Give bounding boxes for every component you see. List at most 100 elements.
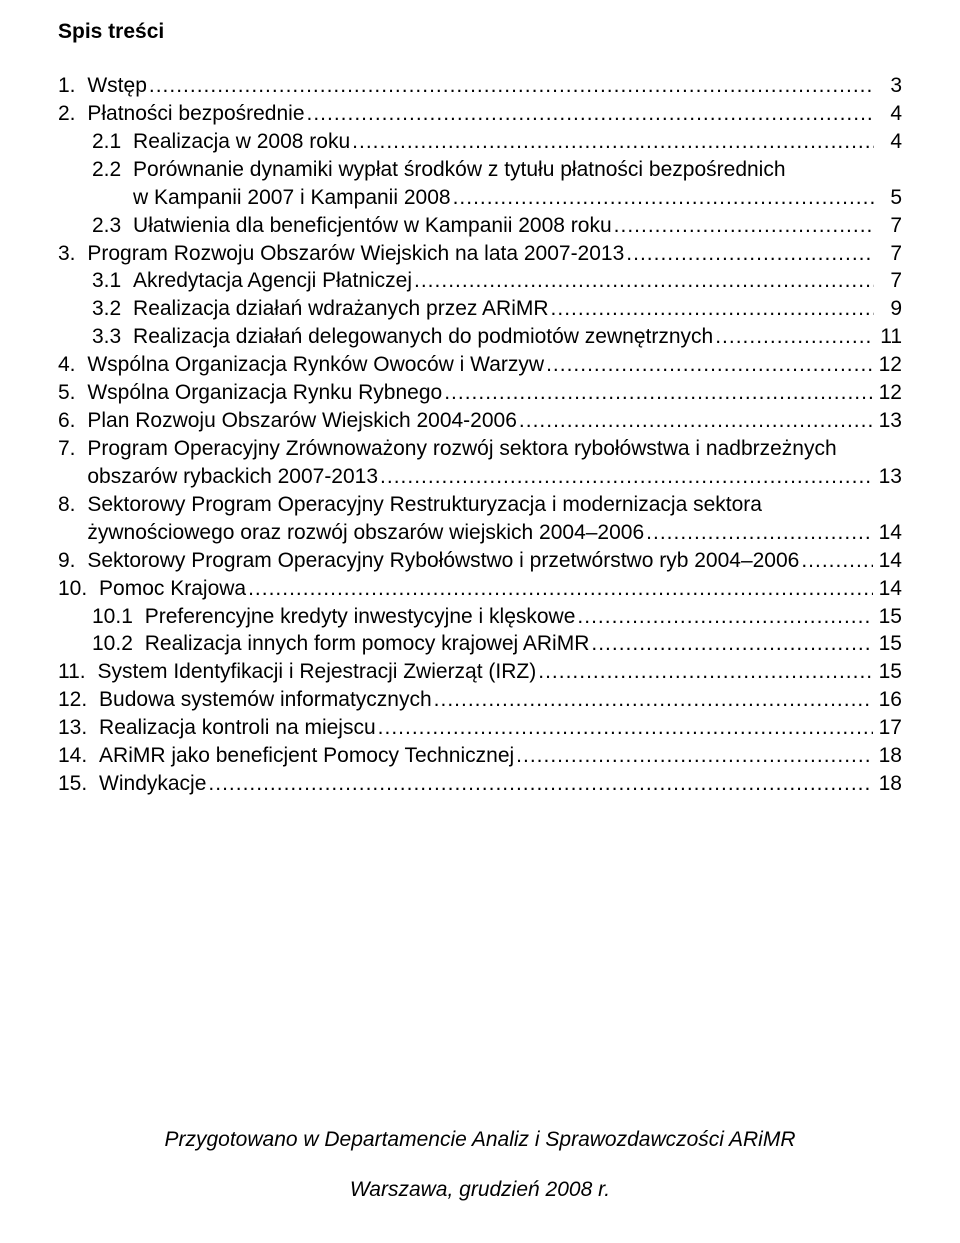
toc-label: w Kampanii 2007 i Kampanii 2008 — [133, 184, 451, 212]
toc-row: 1. Wstęp................................… — [58, 72, 902, 100]
toc-leader-dots: ........................................… — [544, 351, 873, 379]
toc-label: obszarów rybackich 2007-2013 — [87, 463, 378, 491]
toc-page-number: 9 — [874, 295, 902, 323]
toc-row: 12. Budowa systemów informatycznych.....… — [58, 686, 902, 714]
toc-leader-dots: ........................................… — [575, 603, 872, 631]
toc-page-number: 16 — [873, 686, 902, 714]
toc-page-number: 13 — [873, 407, 902, 435]
toc-leader-dots: ........................................… — [612, 212, 874, 240]
toc-text-wrap: Porównanie dynamiki wypłat środków z tyt… — [133, 156, 902, 212]
toc-row: 15. Windykacje..........................… — [58, 770, 902, 798]
toc-text-wrap: Płatności bezpośrednie..................… — [87, 100, 902, 128]
toc-label: Wspólna Organizacja Rynków Owoców i Warz… — [87, 351, 544, 379]
toc-heading: Spis treści — [58, 20, 902, 44]
toc-page-number: 15 — [873, 658, 902, 686]
toc-row: 2. Płatności bezpośrednie...............… — [58, 100, 902, 128]
toc-label: Realizacja kontroli na miejscu — [99, 714, 376, 742]
toc-number: 12. — [58, 686, 99, 714]
toc-text-wrap: Wspólna Organizacja Rynków Owoców i Warz… — [87, 351, 902, 379]
toc-leader-dots: ........................................… — [442, 379, 873, 407]
toc-number: 3.3 — [58, 323, 133, 351]
toc-text-wrap: Realizacja działań wdrażanych przez ARiM… — [133, 295, 902, 323]
toc-page-number: 7 — [874, 240, 902, 268]
toc-row: 2.3 Ułatwienia dla beneficjentów w Kampa… — [58, 212, 902, 240]
toc-row: 3.1 Akredytacja Agencji Płatniczej......… — [58, 267, 902, 295]
toc-label: ARiMR jako beneficjent Pomocy Techniczne… — [99, 742, 514, 770]
toc-leader-dots: ........................................… — [432, 686, 873, 714]
toc-leader-dots: ........................................… — [713, 323, 874, 351]
toc-row: 10. Pomoc Krajowa.......................… — [58, 575, 902, 603]
toc-page-number: 15 — [873, 630, 902, 658]
toc-number: 14. — [58, 742, 99, 770]
footer-place-date: Warszawa, grudzień 2008 r. — [58, 1178, 902, 1202]
toc-page-number: 14 — [873, 575, 902, 603]
toc-label: Program Operacyjny Zrównoważony rozwój s… — [87, 435, 836, 463]
toc-row: 13. Realizacja kontroli na miejscu......… — [58, 714, 902, 742]
toc-leader-dots: ........................................… — [305, 100, 875, 128]
toc-text-wrap: Plan Rozwoju Obszarów Wiejskich 2004-200… — [87, 407, 902, 435]
toc-number: 3.1 — [58, 267, 133, 295]
toc-text-wrap: Realizacja w 2008 roku..................… — [133, 128, 902, 156]
toc-leader-dots: ........................................… — [378, 463, 873, 491]
toc-number: 10.1 — [58, 603, 145, 631]
toc-leader-dots: ........................................… — [350, 128, 874, 156]
toc-leader-dots: ........................................… — [624, 240, 874, 268]
toc-number: 5. — [58, 379, 87, 407]
toc-number: 2.3 — [58, 212, 133, 240]
toc-number: 9. — [58, 547, 87, 575]
toc-label: Płatności bezpośrednie — [87, 100, 304, 128]
toc-page-number: 17 — [873, 714, 902, 742]
toc-number: 10. — [58, 575, 99, 603]
toc-row: 3. Program Rozwoju Obszarów Wiejskich na… — [58, 240, 902, 268]
toc-leader-dots: ........................................… — [589, 630, 872, 658]
toc-leader-dots: ........................................… — [451, 184, 874, 212]
toc-number: 2.2 — [58, 156, 133, 184]
toc-text-wrap: Program Rozwoju Obszarów Wiejskich na la… — [87, 240, 902, 268]
toc-page-number: 7 — [874, 267, 902, 295]
toc-page-number: 11 — [874, 323, 902, 351]
toc-row: 4. Wspólna Organizacja Rynków Owoców i W… — [58, 351, 902, 379]
toc-text-wrap: Sektorowy Program Operacyjny Restruktury… — [87, 491, 902, 547]
toc-leader-dots: ........................................… — [549, 295, 874, 323]
toc-row: 3.3 Realizacja działań delegowanych do p… — [58, 323, 902, 351]
toc-label: Realizacja działań delegowanych do podmi… — [133, 323, 713, 351]
toc-label: Ułatwienia dla beneficjentów w Kampanii … — [133, 212, 612, 240]
toc-label: Porównanie dynamiki wypłat środków z tyt… — [133, 156, 786, 184]
toc-page-number: 4 — [874, 128, 902, 156]
toc-number: 3. — [58, 240, 87, 268]
toc-page-number: 13 — [873, 463, 902, 491]
toc-leader-dots: ........................................… — [246, 575, 873, 603]
toc-text-wrap: Akredytacja Agencji Płatniczej..........… — [133, 267, 902, 295]
toc-page-number: 5 — [874, 184, 902, 212]
toc-number: 2. — [58, 100, 87, 128]
toc-number: 13. — [58, 714, 99, 742]
toc-text-wrap: Program Operacyjny Zrównoważony rozwój s… — [87, 435, 902, 491]
toc-leader-dots: ........................................… — [412, 267, 874, 295]
toc-label: Wstęp — [87, 72, 147, 100]
toc-number: 4. — [58, 351, 87, 379]
footer-dept: Przygotowano w Departamencie Analiz i Sp… — [58, 1128, 902, 1152]
toc-page-number: 4 — [874, 100, 902, 128]
toc-leader-dots: ........................................… — [376, 714, 873, 742]
toc-text-wrap: Windykacje..............................… — [99, 770, 902, 798]
toc-text-wrap: Realizacja kontroli na miejscu..........… — [99, 714, 902, 742]
toc-number: 3.2 — [58, 295, 133, 323]
toc-number: 8. — [58, 491, 87, 519]
toc-label: Preferencyjne kredyty inwestycyjne i klę… — [145, 603, 576, 631]
toc-label: Wspólna Organizacja Rynku Rybnego — [87, 379, 442, 407]
toc-label: Akredytacja Agencji Płatniczej — [133, 267, 412, 295]
toc-row: 14. ARiMR jako beneficjent Pomocy Techni… — [58, 742, 902, 770]
toc-label: Realizacja w 2008 roku — [133, 128, 350, 156]
toc-label: Sektorowy Program Operacyjny Rybołówstwo… — [87, 547, 799, 575]
toc-number: 1. — [58, 72, 87, 100]
toc-label: Realizacja działań wdrażanych przez ARiM… — [133, 295, 549, 323]
toc-page-number: 14 — [873, 519, 902, 547]
toc-page-number: 12 — [873, 379, 902, 407]
toc-number: 15. — [58, 770, 99, 798]
toc-row: 6. Plan Rozwoju Obszarów Wiejskich 2004-… — [58, 407, 902, 435]
toc-list: 1. Wstęp................................… — [58, 72, 902, 798]
toc-page-number: 14 — [873, 547, 902, 575]
toc-leader-dots: ........................................… — [644, 519, 873, 547]
toc-text-wrap: ARiMR jako beneficjent Pomocy Techniczne… — [99, 742, 902, 770]
toc-leader-dots: ........................................… — [147, 72, 874, 100]
